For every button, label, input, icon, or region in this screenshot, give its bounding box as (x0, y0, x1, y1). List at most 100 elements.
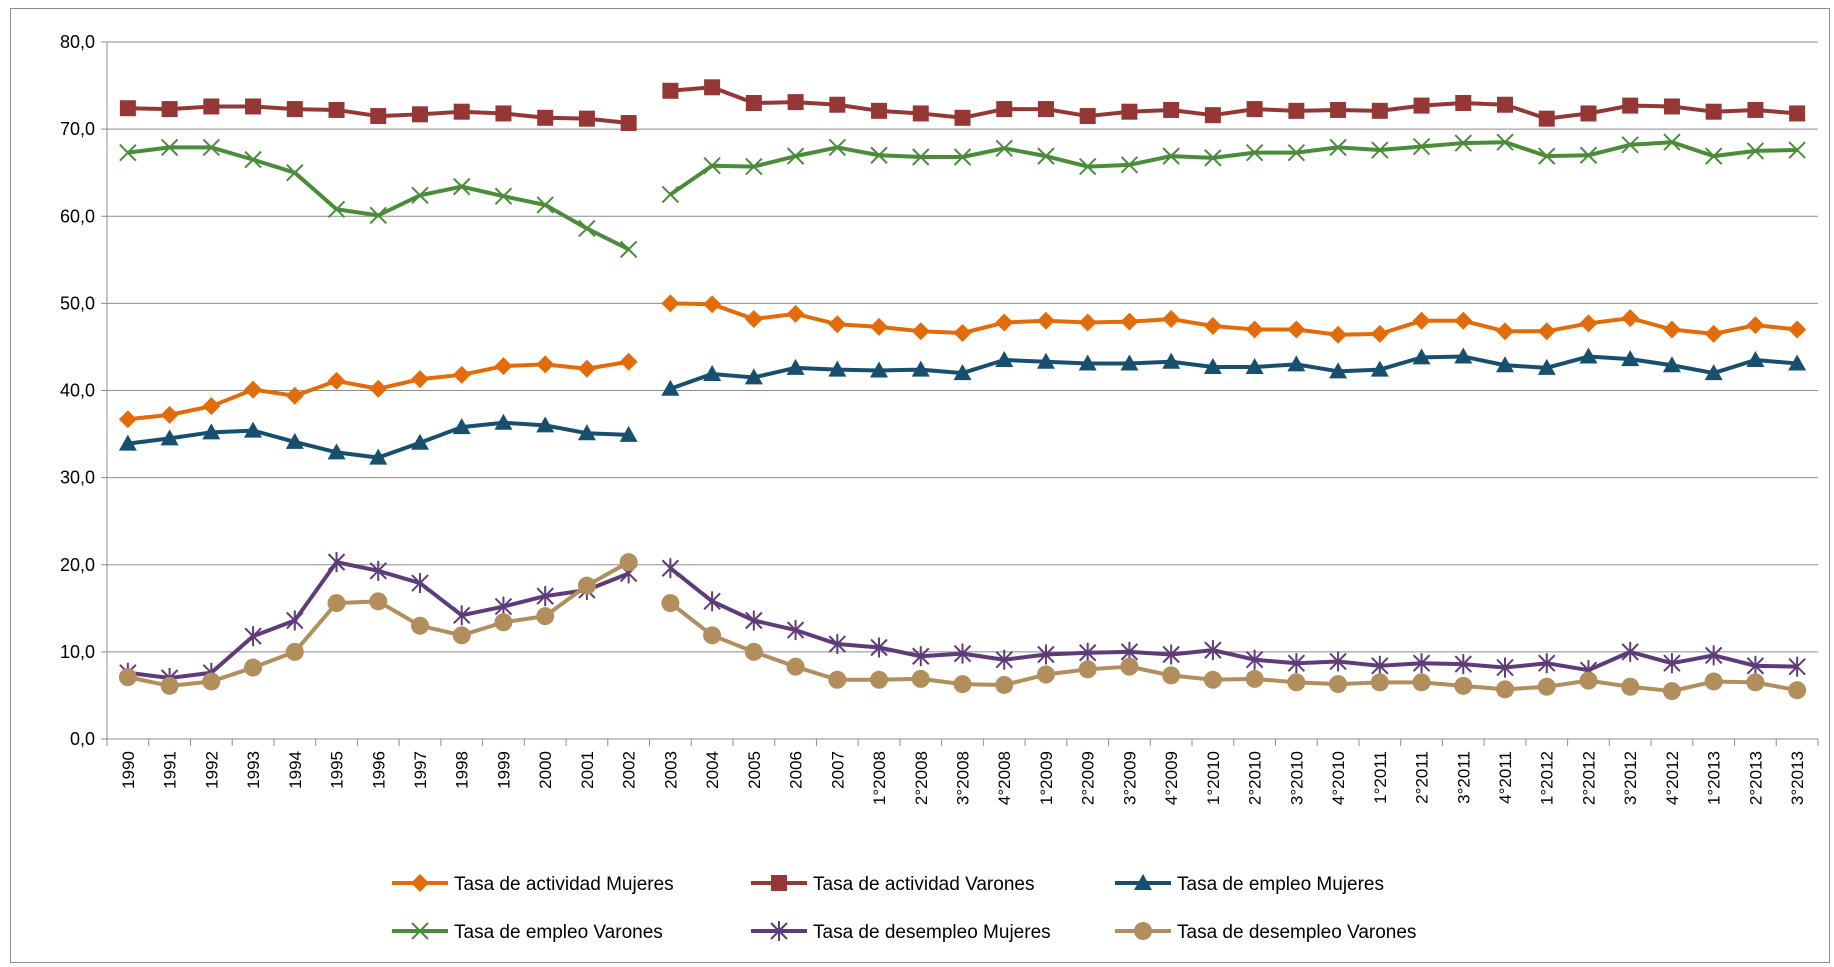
data-point (1287, 673, 1306, 692)
x-tick-label: 1990 (119, 751, 138, 789)
data-point (369, 448, 388, 465)
data-point (411, 922, 429, 940)
data-point (1579, 146, 1598, 164)
data-point (1704, 672, 1723, 691)
data-point (369, 592, 388, 611)
data-point (577, 424, 596, 441)
data-point (619, 553, 638, 572)
legend-label: Tasa de desempleo Mujeres (813, 922, 1051, 943)
data-point (411, 573, 429, 594)
x-tick-label: 3°2010 (1287, 751, 1306, 805)
data-point (119, 100, 136, 117)
data-point (1454, 134, 1472, 152)
data-point (1134, 874, 1152, 890)
data-point (494, 187, 513, 205)
data-point (1162, 310, 1181, 329)
data-point (1079, 108, 1096, 125)
data-point (996, 101, 1013, 118)
data-point (494, 613, 513, 632)
data-point (1580, 105, 1597, 122)
data-point (871, 102, 888, 119)
data-point (453, 103, 470, 120)
data-point (1621, 677, 1640, 696)
data-point (1746, 655, 1765, 676)
x-tick-label: 2°2012 (1579, 751, 1598, 805)
gridlines (107, 41, 1818, 653)
data-point (203, 98, 220, 115)
data-point (118, 410, 137, 429)
data-point (1747, 101, 1764, 118)
data-point (1371, 655, 1389, 676)
data-point (1496, 356, 1515, 373)
x-tick-label: 1°2008 (870, 751, 889, 805)
data-point (1663, 98, 1680, 115)
data-point (703, 626, 722, 645)
data-point (1704, 364, 1723, 381)
data-point (912, 148, 930, 166)
data-point (786, 657, 805, 676)
data-point (744, 368, 763, 385)
data-point (369, 379, 388, 398)
legend-item-2: Tasa de actividad Varones (751, 874, 1034, 895)
data-point (1621, 350, 1640, 367)
data-point (1203, 317, 1222, 336)
legend-item-4: Tasa de empleo Varones (392, 922, 663, 943)
data-point (410, 433, 429, 450)
data-point (494, 413, 513, 430)
data-point (202, 138, 221, 157)
data-point (578, 219, 596, 238)
x-tick-label: 2002 (620, 751, 639, 789)
data-point (1496, 322, 1515, 341)
data-point (1163, 101, 1180, 118)
data-point (829, 96, 846, 113)
data-point (327, 594, 346, 613)
data-point (1621, 641, 1639, 662)
y-tick-label: 20,0 (60, 555, 95, 575)
data-point (160, 138, 179, 157)
data-point (1746, 673, 1765, 692)
data-point (786, 304, 805, 323)
data-point (1579, 314, 1598, 333)
legend-item-6: Tasa de desempleo Varones (1115, 922, 1416, 943)
data-point (911, 669, 930, 688)
data-point (327, 552, 346, 573)
legend: Tasa de actividad Mujeres Tasa de activid… (392, 874, 1416, 943)
data-point (1412, 137, 1431, 156)
data-point (661, 594, 680, 613)
legend-item-5: Tasa de desempleo Mujeres (751, 921, 1051, 943)
data-point (953, 364, 972, 381)
data-point (1496, 133, 1514, 151)
data-point (995, 675, 1014, 694)
data-point (1329, 651, 1347, 672)
data-point (911, 322, 930, 341)
data-point (1329, 138, 1347, 157)
data-point (1078, 642, 1097, 663)
x-tick-label: 2°2010 (1246, 751, 1265, 805)
data-point (1329, 362, 1348, 379)
data-point (1746, 142, 1765, 160)
data-point (1246, 101, 1263, 118)
data-point (118, 434, 137, 451)
x-tick-label: 1°2013 (1705, 751, 1724, 805)
data-point (745, 610, 763, 631)
data-point (770, 921, 788, 941)
series-line (127, 145, 630, 252)
series-line (670, 85, 1798, 121)
data-point (995, 313, 1014, 332)
data-point (536, 586, 554, 607)
data-point (1662, 356, 1681, 373)
data-point (828, 360, 847, 377)
data-point (1370, 324, 1389, 343)
x-tick-label: 2000 (536, 751, 555, 789)
y-tick-label: 30,0 (60, 468, 95, 488)
data-point (703, 157, 721, 175)
data-point (1412, 653, 1431, 674)
data-point (1663, 133, 1681, 151)
data-point (1537, 358, 1556, 375)
data-point (745, 157, 763, 176)
data-point (1621, 309, 1640, 328)
x-tick-label: 1993 (244, 751, 263, 789)
x-tick-label: 1°2010 (1204, 751, 1223, 805)
data-point (870, 361, 889, 378)
data-point (411, 106, 428, 123)
